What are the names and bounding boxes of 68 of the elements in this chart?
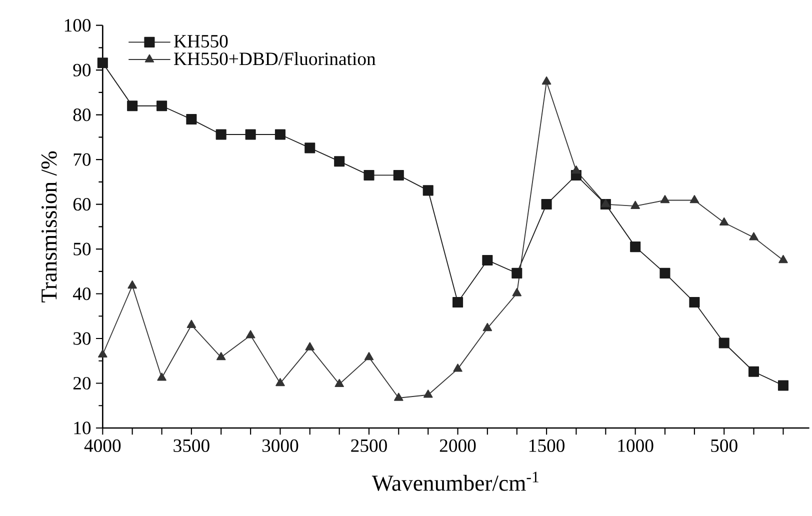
point — [689, 297, 700, 308]
point — [512, 268, 522, 278]
point — [453, 364, 462, 372]
point — [364, 352, 374, 360]
point — [246, 330, 256, 338]
y-tick-label: 20 — [73, 376, 91, 390]
point — [393, 170, 404, 180]
x-tick-label: 500 — [711, 439, 738, 452]
point — [186, 114, 197, 125]
point — [334, 156, 345, 167]
y-tick-label: 80 — [73, 108, 91, 122]
x-tick-label: 4000 — [84, 439, 121, 452]
point — [97, 58, 108, 68]
point — [749, 232, 758, 240]
y-tick-label: 30 — [74, 332, 91, 345]
point — [216, 129, 226, 140]
y-tick-label: 60 — [73, 198, 91, 211]
point — [542, 76, 552, 85]
y-tick-label: 40 — [72, 287, 91, 300]
y-tick-label: 50 — [74, 242, 91, 256]
point — [482, 254, 493, 266]
point — [422, 185, 434, 196]
point — [660, 195, 670, 204]
point — [748, 366, 760, 377]
point — [216, 352, 226, 360]
x-tick-label: 3000 — [262, 439, 298, 452]
point — [128, 280, 137, 289]
point — [334, 378, 344, 388]
point — [423, 390, 433, 398]
point — [304, 142, 316, 154]
y-tick-label: 90 — [73, 64, 91, 76]
point — [601, 199, 610, 208]
point — [719, 217, 729, 226]
point — [127, 100, 138, 112]
x-tick-label: 2500 — [351, 439, 387, 452]
y-tick-label: 10 — [74, 422, 91, 434]
y-tick-label: 70 — [74, 153, 91, 166]
point — [305, 342, 314, 350]
point — [630, 242, 641, 252]
point — [186, 320, 196, 328]
point — [482, 322, 492, 332]
point — [364, 170, 374, 180]
point — [156, 100, 168, 112]
point — [98, 349, 108, 358]
point — [274, 129, 286, 140]
point — [452, 297, 464, 308]
point — [512, 288, 522, 296]
x-tick-label: 1500 — [530, 439, 564, 452]
legend-label: KH550+DBD/Fluorination — [174, 52, 376, 66]
x-tick-label: 1000 — [618, 439, 654, 452]
point — [778, 254, 788, 264]
point — [660, 268, 670, 278]
point — [541, 199, 552, 210]
point — [778, 380, 788, 391]
y-tick-label: 100 — [64, 19, 91, 32]
point — [157, 372, 166, 381]
point — [630, 200, 640, 209]
point — [276, 378, 285, 386]
point — [572, 165, 581, 174]
x-axis-title: Wavenumber/cm$^{-1}$ — [372, 472, 538, 491]
x-tick-label: 2000 — [440, 439, 476, 452]
x-tick-label: 3500 — [174, 439, 210, 452]
point — [690, 195, 700, 204]
point — [245, 129, 256, 140]
legend-label: KH550 — [174, 34, 228, 48]
point — [718, 338, 730, 348]
point — [394, 392, 404, 401]
y-axis-title: Transmission /% — [41, 151, 57, 302]
